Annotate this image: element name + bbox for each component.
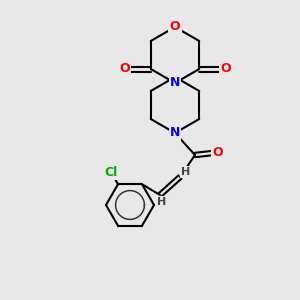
Text: Cl: Cl bbox=[104, 166, 118, 178]
Text: H: H bbox=[158, 197, 166, 207]
Text: O: O bbox=[213, 146, 223, 160]
Text: O: O bbox=[170, 20, 180, 34]
Text: O: O bbox=[119, 62, 130, 76]
Text: N: N bbox=[170, 76, 180, 89]
Text: O: O bbox=[220, 62, 231, 76]
Text: N: N bbox=[170, 127, 180, 140]
Text: H: H bbox=[182, 167, 190, 177]
